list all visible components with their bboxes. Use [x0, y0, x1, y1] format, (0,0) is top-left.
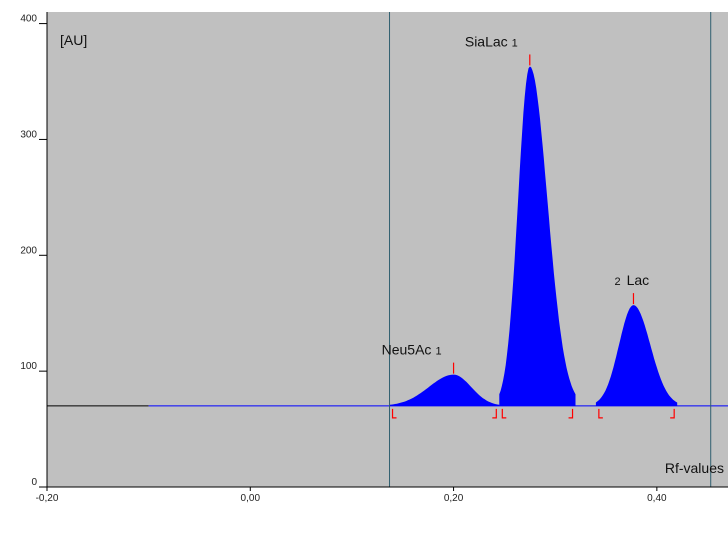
axis-layer: 0 100 200 300 400 -0,20 0,00 0,20 0,40: [20, 12, 728, 504]
y-tick-label: 200: [20, 245, 37, 256]
peak-label-lac: 2 Lac: [614, 272, 649, 288]
y-unit-label: [AU]: [60, 32, 87, 48]
peak-label-sialac: SiaLac 1: [465, 33, 518, 49]
peak-start-marker: [391, 408, 397, 419]
peak-layer: [389, 66, 678, 406]
y-tick-label: 300: [20, 129, 37, 140]
y-tick-label: 0: [31, 477, 37, 488]
peak-lac: [595, 305, 678, 406]
peak-end-marker: [492, 408, 497, 419]
peak-label-neu5ac: Neu5Ac 1: [382, 342, 442, 358]
line-layer: [47, 12, 728, 487]
plot-background: [47, 12, 728, 487]
x-tick-label: -0,20: [36, 493, 59, 504]
x-tick-label: 0,20: [444, 493, 464, 504]
peak-start-marker: [501, 408, 507, 419]
y-tick-label: 400: [20, 14, 37, 25]
x-tick-label: 0,40: [647, 493, 667, 504]
y-tick-label: 100: [20, 361, 37, 372]
peak-label-layer: Neu5Ac 1 SiaLac 1 2 Lac: [382, 33, 650, 357]
x-axis-label: Rf-values: [665, 460, 724, 476]
peak-start-marker: [598, 408, 603, 419]
x-tick-label: 0,00: [241, 493, 261, 504]
peak-end-marker: [568, 408, 574, 419]
peak-sialac: [499, 66, 576, 406]
peak-end-marker: [670, 408, 675, 419]
peak-neu5ac: [389, 374, 500, 406]
